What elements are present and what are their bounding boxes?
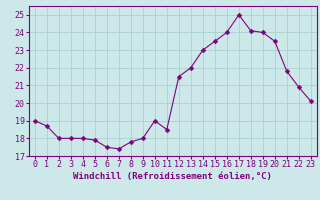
X-axis label: Windchill (Refroidissement éolien,°C): Windchill (Refroidissement éolien,°C): [73, 172, 272, 181]
